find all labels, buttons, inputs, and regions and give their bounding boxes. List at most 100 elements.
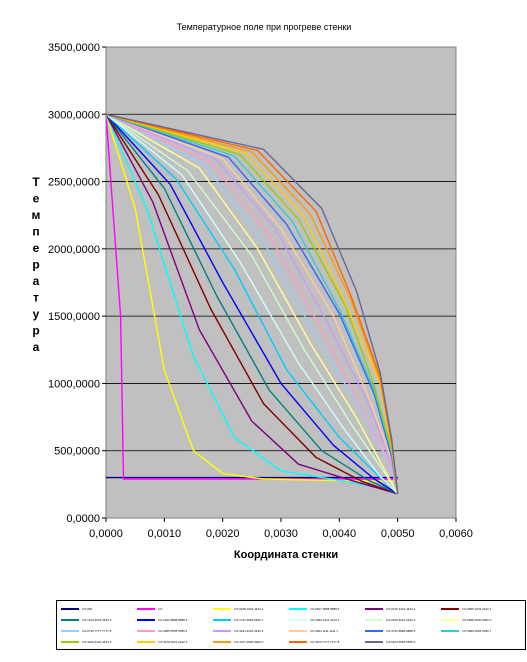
legend-swatch-11 (441, 619, 459, 621)
legend-swatch-13 (137, 630, 155, 632)
legend-item-0: t=0.000 (61, 604, 92, 614)
legend-item-3: t=0.0497 3888 8888 9 (289, 604, 339, 614)
y-axis-label-char-0: Т (32, 175, 40, 189)
legend-swatch-4 (365, 608, 383, 610)
chart-svg: Температурное поле при прогреве стенки 0… (32, 22, 473, 561)
series-line-22 (105, 113, 399, 494)
legend-label-11: t=0.2488 0000 0000 0 (462, 618, 492, 622)
legend-swatch-21 (289, 641, 307, 643)
legend-item-5: t=0.0995 2222 2222 2 (441, 604, 491, 614)
legend-item-15: t=0.3483 1111 1111 1 (289, 626, 338, 636)
legend-label-7: t=0.1492 8888 8888 9 (158, 618, 188, 622)
legend-item-14: t=0.3234 3333 3333 3 (213, 626, 263, 636)
legend-swatch-16 (365, 630, 383, 632)
legend-label-10: t=0.2239 2222 2222 2 (386, 618, 416, 622)
series-line-5 (105, 113, 398, 495)
x-tick-label-6: 0,0060 (439, 528, 473, 540)
legend-swatch-14 (213, 630, 231, 632)
legend: t=0.000 t=0 t=0.0248 1944 4444 4 t=0.0497 3… (56, 600, 526, 650)
legend-label-1: t=0 (158, 607, 163, 611)
y-tick-label-1: 500,0000 (54, 446, 100, 458)
y-axis-ticks: 0,0000 500,0000 1000,0000 1500,0000 2000,000… (48, 42, 106, 525)
chart-title: Температурное поле при прогреве стенки (177, 22, 352, 32)
legend-swatch-12 (61, 630, 79, 632)
legend-item-12: t=0.2736 7777 7777 8 (61, 626, 111, 636)
series-line-9 (105, 113, 399, 495)
legend-label-12: t=0.2736 7777 7777 8 (82, 629, 112, 633)
series-line-3 (105, 114, 398, 492)
legend-item-8: t=0.1741 6666 6666 7 (213, 615, 263, 625)
legend-label-0: t=0.000 (82, 607, 93, 611)
legend-swatch-3 (289, 608, 307, 610)
legend-item-18: t=0.4229 4444 4444 4 (61, 637, 111, 647)
legend-label-4: t=0.0746 4444 4444 4 (386, 607, 416, 611)
legend-label-13: t=0.2985 5555 5555 6 (158, 629, 188, 633)
legend-label-20: t=0.4727 0000 0000 0 (234, 640, 264, 644)
x-tick-label-1: 0,0010 (148, 528, 182, 540)
y-axis-label-char-4: е (33, 241, 40, 255)
y-tick-label-0: 0,0000 (66, 513, 100, 525)
legend-item-2: t=0.0248 1944 4444 4 (213, 604, 263, 614)
x-tick-label-3: 0,0030 (264, 528, 298, 540)
legend-swatch-9 (289, 619, 307, 621)
series-line-4 (105, 113, 398, 495)
x-tick-label-0: 0,0000 (89, 528, 123, 540)
y-axis-label-char-1: е (33, 192, 40, 206)
legend-swatch-0 (61, 608, 79, 610)
x-axis-label: Координата стенки (234, 549, 338, 561)
series-line-11 (105, 113, 399, 495)
legend-swatch-7 (137, 619, 155, 621)
legend-swatch-5 (441, 608, 459, 610)
legend-swatch-22 (365, 641, 383, 643)
legend-item-9: t=0.1990 4444 4444 4 (289, 615, 339, 625)
legend-swatch-15 (289, 630, 307, 632)
y-axis-label-char-8: у (33, 307, 40, 321)
legend-swatch-19 (137, 641, 155, 643)
legend-swatch-2 (213, 608, 231, 610)
legend-label-19: t=0.4478 2222 2222 2 (158, 640, 188, 644)
x-axis-ticks: 0,0000 0,0010 0,0020 0,0030 0,0040 0,0050 0,00… (89, 518, 473, 540)
y-axis-label-char-3: п (32, 225, 39, 239)
legend-swatch-1 (137, 608, 155, 610)
series-line-2 (105, 114, 398, 483)
y-axis-label-char-5: р (32, 258, 39, 272)
legend-item-21: t=0.4975 7777 7777 8 (289, 637, 339, 647)
legend-label-14: t=0.3234 3333 3333 3 (234, 629, 264, 633)
legend-label-9: t=0.1990 4444 4444 4 (310, 618, 340, 622)
legend-item-19: t=0.4478 2222 2222 2 (137, 637, 187, 647)
legend-item-22: t=0.5224 5555 5555 6 (365, 637, 415, 647)
y-axis-label-char-9: р (32, 324, 39, 338)
legend-label-6: t=0.1243 9333 3333 3 (82, 618, 112, 622)
legend-item-6: t=0.1243 9333 3333 3 (61, 615, 111, 625)
legend-swatch-10 (365, 619, 383, 621)
y-axis-label-char-10: а (33, 340, 40, 354)
x-tick-label-5: 0,0050 (381, 528, 415, 540)
legend-label-16: t=0.3731 8888 8888 9 (386, 629, 416, 633)
legend-label-17: t=0.3980 6666 6666 7 (462, 629, 492, 633)
y-tick-label-7: 3500,0000 (48, 42, 100, 54)
legend-item-4: t=0.0746 4444 4444 4 (365, 604, 415, 614)
grid-lines (106, 113, 456, 452)
y-tick-label-3: 1500,0000 (48, 311, 100, 323)
legend-label-5: t=0.0995 2222 2222 2 (462, 607, 492, 611)
legend-item-13: t=0.2985 5555 5555 6 (137, 626, 187, 636)
legend-swatch-20 (213, 641, 231, 643)
y-tick-label-4: 2000,0000 (48, 244, 100, 256)
legend-label-21: t=0.4975 7777 7777 8 (310, 640, 340, 644)
legend-item-10: t=0.2239 2222 2222 2 (365, 615, 415, 625)
y-axis-label-char-2: м (32, 208, 41, 222)
legend-item-17: t=0.3980 6666 6666 7 (441, 626, 491, 636)
x-tick-label-4: 0,0040 (323, 528, 357, 540)
legend-swatch-17 (441, 630, 459, 632)
y-axis-label-char-7: т (33, 291, 39, 305)
x-tick-label-2: 0,0020 (206, 528, 240, 540)
legend-swatch-18 (61, 641, 79, 643)
legend-item-1: t=0 (137, 604, 162, 614)
legend-swatch-6 (61, 619, 79, 621)
y-axis-label-char-6: а (33, 274, 40, 288)
series-line-6 (105, 113, 398, 495)
series-line-7 (105, 113, 399, 495)
legend-swatch-8 (213, 619, 231, 621)
